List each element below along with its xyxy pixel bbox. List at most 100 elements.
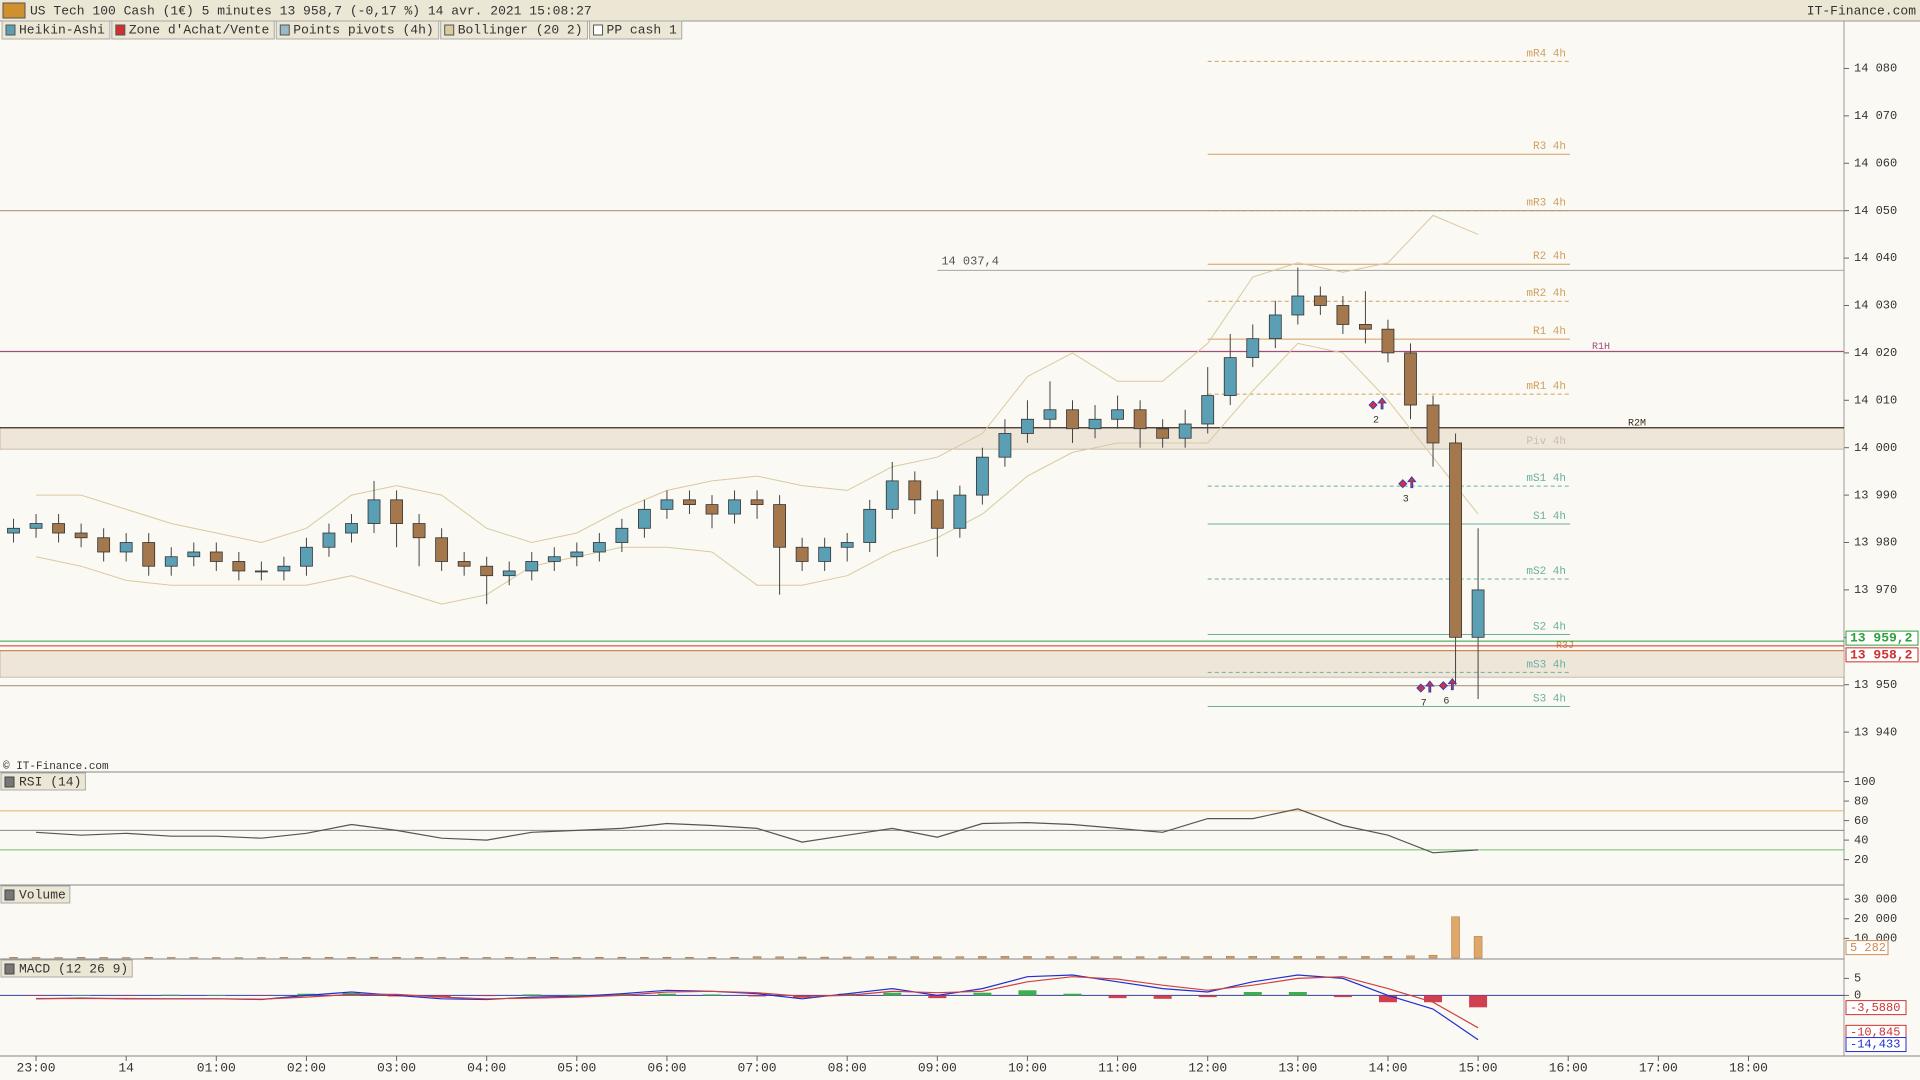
volume-bar: [1023, 956, 1032, 959]
histogram-bar: [117, 995, 136, 996]
candle-body: [1359, 324, 1372, 330]
volume-bar: [842, 956, 852, 959]
panel-title[interactable]: Volume: [19, 887, 66, 902]
pivot-label: mR4 4h: [1526, 48, 1566, 60]
candle-body: [52, 523, 65, 534]
pivot-label: mR2 4h: [1526, 288, 1566, 300]
histogram-bar: [1063, 993, 1082, 996]
level-label: R3J: [1556, 641, 1574, 652]
candle-body: [705, 504, 719, 515]
candle-body: [322, 532, 336, 548]
x-tick-label: 07:00: [738, 1060, 777, 1075]
x-tick-label: 14:00: [1368, 1060, 1407, 1075]
last-box: [1845, 1000, 1907, 1016]
candle-body: [457, 561, 471, 567]
pivot-label: S2 4h: [1533, 621, 1566, 633]
candle-body: [1088, 418, 1102, 430]
panel-title-box[interactable]: [0, 885, 71, 904]
panel-title-box[interactable]: [0, 772, 86, 791]
candle-body: [1156, 428, 1170, 439]
legend-label[interactable]: Bollinger (20 2): [458, 22, 583, 37]
y-tick-label: 80: [1854, 794, 1868, 808]
y-tick-label: 13 980: [1854, 536, 1897, 550]
candle-body: [502, 570, 516, 577]
candle-body: [1381, 328, 1395, 354]
x-tick-label: 05:00: [557, 1060, 596, 1075]
histogram-bar: [567, 994, 586, 996]
y-tick-label: 20 000: [1854, 912, 1897, 926]
legend-label[interactable]: Heikin-Ashi: [19, 22, 105, 37]
candle-body: [254, 570, 268, 573]
x-tick-label: 08:00: [828, 1060, 867, 1075]
candle-body: [975, 456, 989, 496]
legend-button[interactable]: [440, 20, 589, 40]
volume-bar: [1383, 955, 1393, 959]
histogram-bar: [162, 994, 181, 996]
histogram-bar: [1108, 995, 1127, 999]
legend-button[interactable]: [111, 20, 275, 40]
volume-bar: [1248, 956, 1258, 959]
last-box: [1845, 940, 1889, 956]
volume-bar: [1180, 956, 1190, 959]
y-tick-label: 14 040: [1854, 251, 1897, 265]
signal-marker: [1438, 678, 1458, 691]
histogram-bar: [1018, 990, 1037, 996]
volume-bar: [414, 957, 424, 959]
legend-button[interactable]: [589, 20, 683, 40]
x-tick-label: 16:00: [1549, 1060, 1588, 1075]
volume-bar: [144, 957, 153, 959]
panel-title-box[interactable]: [0, 959, 133, 978]
volume-bar: [1113, 956, 1122, 959]
legend-button[interactable]: [1, 20, 111, 40]
volume-bar: [1451, 916, 1460, 959]
legend-label[interactable]: Points pivots (4h): [293, 22, 433, 37]
candle-body: [97, 537, 111, 553]
volume-bar: [527, 957, 536, 959]
candle-body: [277, 565, 291, 572]
y-tick-label: 20: [1854, 853, 1868, 867]
x-tick-label: 17:00: [1639, 1060, 1678, 1075]
candle-body: [615, 527, 629, 543]
legend-label[interactable]: Zone d'Achat/Vente: [129, 22, 269, 37]
app-icon[interactable]: [2, 2, 26, 19]
legend-button[interactable]: [275, 20, 440, 40]
y-tick-label: 0: [1854, 989, 1861, 1003]
volume-bar: [302, 957, 311, 959]
volume-bar: [324, 957, 334, 959]
volume-bar: [955, 956, 965, 959]
pivot-label: mS3 4h: [1526, 659, 1566, 671]
signal-label: 7: [1421, 699, 1427, 710]
pivot-label: mS2 4h: [1526, 566, 1566, 578]
candle-body: [1178, 423, 1192, 439]
level-label: R2M: [1628, 418, 1646, 429]
volume-bar: [76, 957, 86, 959]
y-tick-label: 14 080: [1854, 62, 1897, 76]
volume-bar: [504, 957, 514, 959]
volume-bar: [933, 956, 942, 959]
legend-label[interactable]: PP cash 1: [607, 22, 677, 37]
volume-bar: [752, 956, 762, 959]
volume-bar: [1316, 956, 1325, 959]
x-tick-label: 13:00: [1278, 1060, 1317, 1075]
panel-title[interactable]: MACD (12 26 9): [19, 961, 128, 976]
level-label: R1H: [1592, 342, 1610, 353]
pivot-label: R1 4h: [1533, 326, 1566, 338]
histogram-bar: [748, 995, 767, 997]
candle-body: [998, 433, 1012, 458]
volume-bar: [888, 956, 897, 959]
volume-bar: [1203, 956, 1212, 959]
histogram-bar: [1424, 995, 1443, 1003]
volume-bar: [1068, 956, 1077, 959]
panel-title[interactable]: RSI (14): [19, 774, 81, 789]
x-tick-label: 15:00: [1459, 1060, 1498, 1075]
candle-body: [1223, 357, 1237, 396]
x-tick-label: 04:00: [467, 1060, 506, 1075]
histogram-bar: [72, 995, 91, 996]
x-tick-label: 14: [118, 1060, 134, 1075]
panel-swatch: [4, 963, 15, 975]
volume-bar: [685, 957, 694, 959]
candle-body: [119, 542, 133, 553]
volume-bar: [572, 957, 582, 959]
x-tick-label: 12:00: [1188, 1060, 1227, 1075]
